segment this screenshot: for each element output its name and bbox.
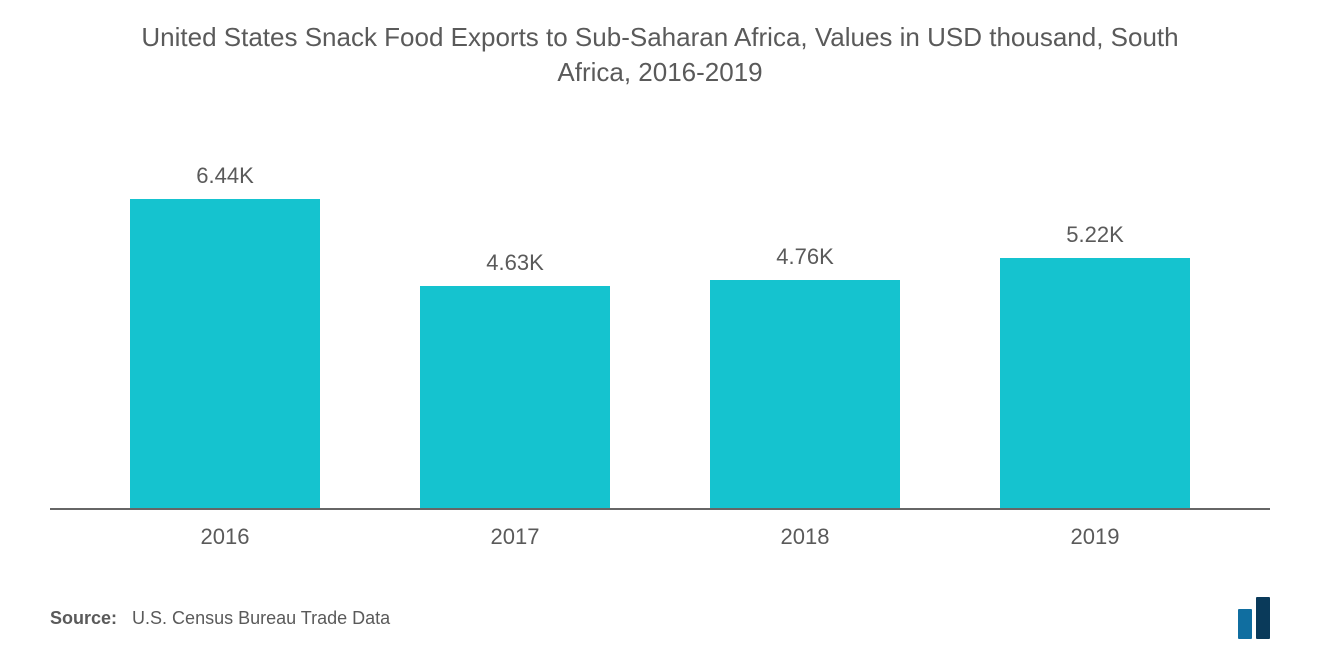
source-label: Source:	[50, 608, 117, 628]
chart-plot-area: 6.44K 4.63K 4.76K 5.22K	[50, 150, 1270, 510]
source-citation: Source: U.S. Census Bureau Trade Data	[50, 608, 390, 629]
bar-value-label: 5.22K	[1066, 222, 1124, 248]
source-text: U.S. Census Bureau Trade Data	[132, 608, 390, 628]
x-axis-label: 2019	[995, 518, 1195, 550]
x-axis-label: 2016	[125, 518, 325, 550]
chart-title: United States Snack Food Exports to Sub-…	[110, 20, 1210, 90]
bar-value-label: 4.76K	[776, 244, 834, 270]
x-axis-label: 2018	[705, 518, 905, 550]
bar-2016	[130, 199, 320, 508]
bar-group: 6.44K	[125, 150, 325, 508]
bar-value-label: 6.44K	[196, 163, 254, 189]
bar-2017	[420, 286, 610, 508]
bar-group: 4.76K	[705, 150, 905, 508]
chart-footer: Source: U.S. Census Bureau Trade Data	[50, 597, 1270, 639]
x-axis-labels: 2016 2017 2018 2019	[50, 518, 1270, 550]
bar-value-label: 4.63K	[486, 250, 544, 276]
bar-group: 4.63K	[415, 150, 615, 508]
logo-bar-2	[1256, 597, 1270, 639]
bar-2018	[710, 280, 900, 508]
brand-logo-icon	[1238, 597, 1270, 639]
logo-bar-1	[1238, 609, 1252, 639]
bar-group: 5.22K	[995, 150, 1195, 508]
bar-2019	[1000, 258, 1190, 509]
x-axis-label: 2017	[415, 518, 615, 550]
